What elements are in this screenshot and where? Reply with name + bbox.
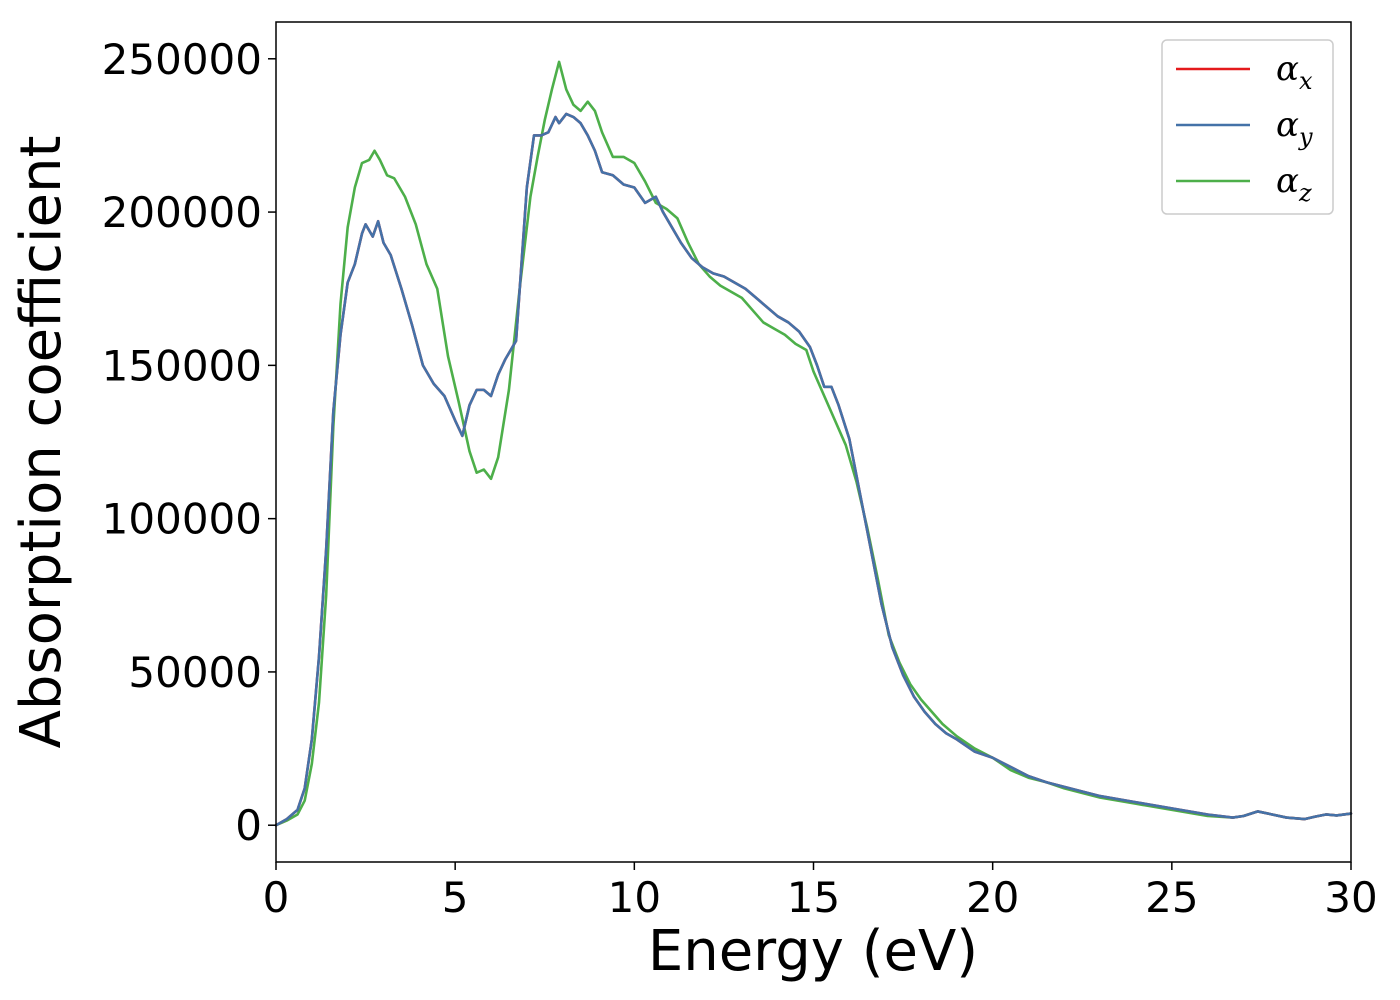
legend-label-z: αz bbox=[1276, 161, 1312, 207]
x-tick-label: 15 bbox=[787, 873, 840, 922]
y-tick-label: 0 bbox=[235, 801, 262, 850]
y-axis: 0 50000 100000 150000 200000 250000 bbox=[102, 35, 276, 850]
x-axis: 0 5 10 15 20 25 30 bbox=[263, 862, 1378, 922]
x-axis-title: Energy (eV) bbox=[648, 919, 978, 984]
x-tick-label: 20 bbox=[966, 873, 1019, 922]
x-tick-label: 30 bbox=[1324, 873, 1377, 922]
y-tick-label: 100000 bbox=[102, 495, 262, 544]
x-tick-label: 0 bbox=[263, 873, 290, 922]
x-tick-label: 10 bbox=[608, 873, 661, 922]
legend-label-y: αy bbox=[1276, 105, 1313, 151]
y-tick-label: 50000 bbox=[128, 648, 262, 697]
x-tick-label: 5 bbox=[442, 873, 469, 922]
series-line-y bbox=[274, 112, 1353, 827]
y-tick-label: 150000 bbox=[102, 341, 262, 390]
y-tick-label: 250000 bbox=[102, 35, 262, 84]
y-tick-label: 200000 bbox=[102, 188, 262, 237]
x-tick-label: 25 bbox=[1145, 873, 1198, 922]
legend: αx αy αz bbox=[1161, 39, 1334, 215]
legend-box bbox=[1161, 39, 1334, 215]
y-axis-title: Absorption coefficient bbox=[9, 136, 74, 749]
series-layer bbox=[274, 60, 1353, 827]
legend-label-x: αx bbox=[1276, 49, 1313, 95]
